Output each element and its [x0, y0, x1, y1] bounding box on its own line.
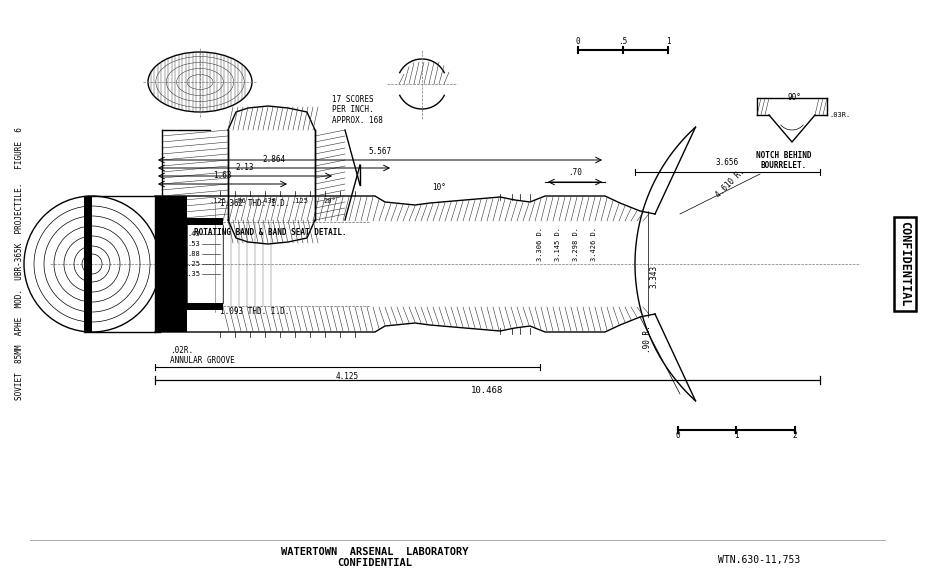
Text: 20°: 20°	[324, 198, 336, 204]
Text: 0: 0	[575, 37, 579, 46]
Text: .03R.: .03R.	[828, 112, 849, 118]
Text: CONFIDENTIAL: CONFIDENTIAL	[897, 221, 910, 307]
Text: 1.093 THD. I.D.: 1.093 THD. I.D.	[220, 308, 289, 316]
Text: CONFIDENTIAL: CONFIDENTIAL	[337, 558, 413, 568]
Bar	[84, 196, 92, 332]
Text: 10.468: 10.468	[470, 386, 502, 395]
Text: 10°: 10°	[432, 183, 445, 192]
Text: 3.145 D.: 3.145 D.	[554, 227, 561, 261]
Text: 3.656: 3.656	[715, 158, 738, 167]
Text: 1.25: 1.25	[183, 261, 200, 267]
Text: NOTCH BEHIND: NOTCH BEHIND	[756, 151, 811, 160]
Text: .438: .438	[260, 198, 276, 204]
Text: BOURRELET.: BOURRELET.	[760, 161, 806, 170]
Text: .70: .70	[567, 168, 581, 177]
Text: .43: .43	[187, 231, 200, 237]
Text: 5.567: 5.567	[368, 147, 391, 156]
Polygon shape	[155, 196, 222, 332]
Text: 2.864: 2.864	[262, 155, 286, 164]
Text: WATERTOWN  ARSENAL  LABORATORY: WATERTOWN ARSENAL LABORATORY	[281, 547, 468, 557]
Text: ROTATING BAND & BAND SEAT DETAIL.: ROTATING BAND & BAND SEAT DETAIL.	[194, 228, 346, 237]
Text: WTN.630-11,753: WTN.630-11,753	[717, 555, 799, 565]
Text: 3.298 D.: 3.298 D.	[572, 227, 578, 261]
Text: 1: 1	[665, 37, 669, 46]
Text: 2: 2	[792, 431, 796, 440]
Text: .125: .125	[291, 198, 308, 204]
Text: .88: .88	[187, 251, 200, 257]
Text: 90°: 90°	[786, 93, 800, 102]
Text: 3.426 D.: 3.426 D.	[590, 227, 596, 261]
Text: 1.35: 1.35	[183, 271, 200, 277]
Text: .06: .06	[234, 198, 246, 204]
Text: 17 SCORES
PER INCH.
APPROX. 168: 17 SCORES PER INCH. APPROX. 168	[332, 95, 383, 125]
Text: 4.610 R.: 4.610 R.	[713, 166, 745, 199]
Text: 0: 0	[675, 431, 679, 440]
Text: 2.13: 2.13	[235, 163, 254, 172]
Text: .53: .53	[187, 241, 200, 247]
Text: .125: .125	[210, 198, 226, 204]
Text: SOVIET  85MM  APHE  MOD.  UBR-365K  PROJECTILE.   FIGURE  6: SOVIET 85MM APHE MOD. UBR-365K PROJECTIL…	[16, 128, 24, 400]
Text: 1.362 THD. I.D.: 1.362 THD. I.D.	[220, 200, 289, 209]
Text: 1: 1	[733, 431, 738, 440]
Text: 3.343: 3.343	[649, 264, 658, 288]
Text: 1.63: 1.63	[212, 171, 231, 180]
Text: 3.306 D.: 3.306 D.	[537, 227, 542, 261]
Text: .90 R.: .90 R.	[642, 325, 652, 353]
Text: .02R.: .02R.	[170, 346, 193, 355]
Text: .5: .5	[617, 37, 627, 46]
Text: 4.125: 4.125	[335, 372, 358, 381]
Text: ANNULAR GROOVE: ANNULAR GROOVE	[170, 356, 235, 365]
